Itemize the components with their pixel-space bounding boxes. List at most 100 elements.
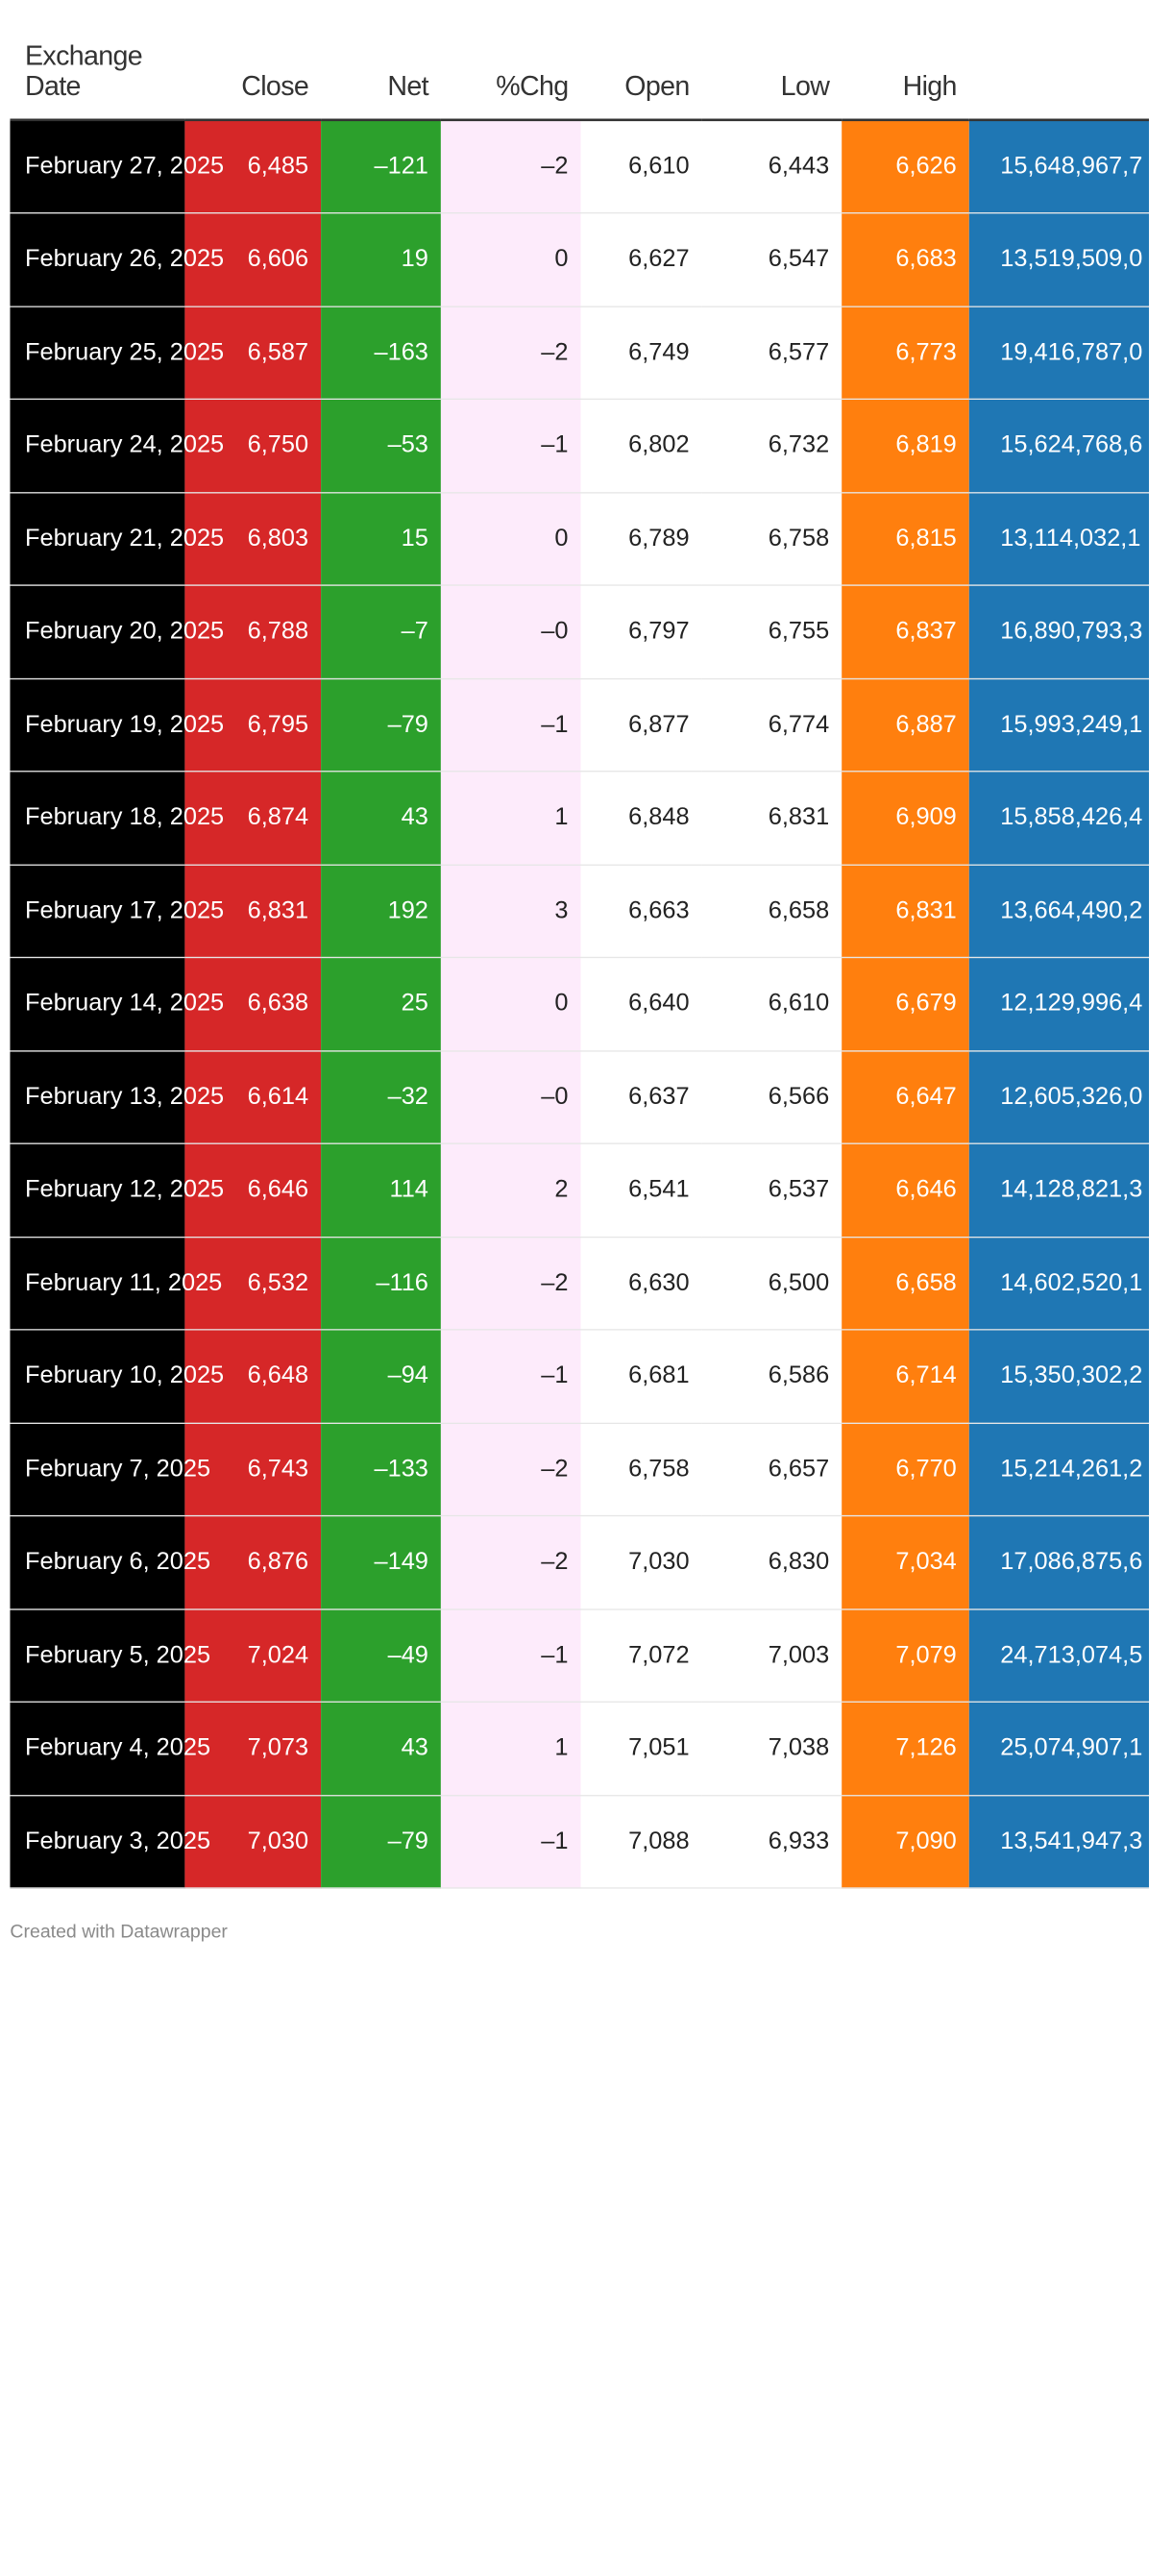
footer-credit: Created with Datawrapper (10, 1921, 228, 1943)
cell-high: 6,646 (842, 1143, 969, 1238)
cell-net: –133 (321, 1422, 441, 1517)
cell-pct-chg: 1 (440, 1702, 581, 1796)
table-row: February 19, 2025 6,795 –79 –1 6,877 6,774 6,8… (10, 677, 1149, 773)
cell-pct-chg: –2 (440, 1422, 581, 1517)
cell-close: 6,646 (184, 1143, 322, 1238)
cell-volume: 13,114,032,1 (968, 492, 1149, 586)
cell-high: 7,126 (842, 1702, 969, 1796)
cell-volume: 15,350,302,2 (968, 1329, 1149, 1424)
cell-high: 6,647 (842, 1050, 969, 1144)
cell-open: 7,030 (580, 1515, 702, 1610)
cell-open: 6,758 (580, 1422, 702, 1517)
cell-low: 6,537 (701, 1143, 842, 1238)
cell-open: 6,637 (580, 1050, 702, 1144)
cell-volume: 15,858,426,4 (968, 771, 1149, 866)
cell-net: –163 (321, 306, 441, 400)
cell-net: –121 (321, 119, 441, 214)
cell-open: 6,681 (580, 1329, 702, 1424)
cell-high: 6,714 (842, 1329, 969, 1424)
cell-pct-chg: –1 (440, 399, 581, 493)
cell-volume: 14,602,520,1 (968, 1237, 1149, 1331)
cell-open: 6,663 (580, 864, 702, 959)
cell-close: 6,532 (184, 1237, 322, 1331)
cell-date: February 26, 2025 (10, 212, 224, 307)
table-row: February 20, 2025 6,788 –7 –0 6,797 6,755 6,83… (10, 585, 1149, 679)
table-row: February 12, 2025 6,646 114 2 6,541 6,537 6,64… (10, 1143, 1149, 1238)
cell-low: 7,038 (701, 1702, 842, 1796)
cell-close: 6,795 (184, 677, 322, 773)
cell-low: 6,586 (701, 1329, 842, 1424)
table-container: Exchange DateCloseNet%ChgOpenLowHighVolu… (10, 0, 1149, 1891)
cell-open: 6,627 (580, 212, 702, 307)
cell-date: February 21, 2025 (10, 492, 224, 586)
cell-low: 6,732 (701, 399, 842, 493)
cell-low: 6,774 (701, 677, 842, 773)
cell-net: 15 (321, 492, 441, 586)
cell-pct-chg: –2 (440, 306, 581, 400)
cell-net: –116 (321, 1237, 441, 1331)
cell-date: February 27, 2025 (10, 119, 224, 214)
column-header-open: Open (580, 0, 702, 122)
cell-net: 43 (321, 1702, 441, 1796)
cell-net: –79 (321, 1795, 441, 1889)
table-row: February 3, 2025 7,030 –79 –1 7,088 6,933 7,09… (10, 1795, 1149, 1889)
cell-pct-chg: 0 (440, 492, 581, 586)
cell-close: 6,614 (184, 1050, 322, 1144)
table-row: February 17, 2025 6,831 192 3 6,663 6,658 6,83… (10, 864, 1149, 959)
cell-close: 6,587 (184, 306, 322, 400)
cell-close: 6,750 (184, 399, 322, 493)
cell-low: 6,758 (701, 492, 842, 586)
cell-high: 6,683 (842, 212, 969, 307)
cell-pct-chg: –1 (440, 1795, 581, 1889)
cell-low: 7,003 (701, 1608, 842, 1703)
table-row: February 25, 2025 6,587 –163 –2 6,749 6,577 6,… (10, 306, 1149, 400)
cell-volume: 15,993,249,1 (968, 677, 1149, 773)
cell-open: 6,802 (580, 399, 702, 493)
cell-close: 6,788 (184, 585, 322, 679)
cell-date: February 3, 2025 (10, 1795, 210, 1889)
cell-open: 6,749 (580, 306, 702, 400)
cell-high: 6,658 (842, 1237, 969, 1331)
cell-low: 6,610 (701, 957, 842, 1051)
cell-volume: 15,624,768,6 (968, 399, 1149, 493)
cell-close: 6,831 (184, 864, 322, 959)
cell-net: 25 (321, 957, 441, 1051)
cell-open: 6,789 (580, 492, 702, 586)
cell-close: 6,638 (184, 957, 322, 1051)
column-header-high: High (842, 0, 969, 122)
column-header-pct-chg: %Chg (440, 0, 581, 122)
cell-pct-chg: 2 (440, 1143, 581, 1238)
table-row: February 13, 2025 6,614 –32 –0 6,637 6,566 6,6… (10, 1050, 1149, 1144)
cell-open: 7,072 (580, 1608, 702, 1703)
cell-close: 6,876 (184, 1515, 322, 1610)
cell-open: 6,877 (580, 677, 702, 773)
table-row: February 21, 2025 6,803 15 0 6,789 6,758 6,815… (10, 492, 1149, 586)
cell-date: February 19, 2025 (10, 677, 224, 773)
table-row: February 27, 2025 6,485 –121 –2 6,610 6,443 6,… (10, 119, 1149, 214)
cell-open: 6,797 (580, 585, 702, 679)
cell-close: 7,024 (184, 1608, 322, 1703)
cell-date: February 7, 2025 (10, 1422, 210, 1517)
column-header-date: Exchange Date (10, 0, 185, 122)
cell-date: February 24, 2025 (10, 399, 224, 493)
cell-volume: 24,713,074,5 (968, 1608, 1149, 1703)
table-row: February 7, 2025 6,743 –133 –2 6,758 6,657 6,7… (10, 1422, 1149, 1517)
cell-net: –53 (321, 399, 441, 493)
cell-volume: 16,890,793,3 (968, 585, 1149, 679)
table-row: February 26, 2025 6,606 19 0 6,627 6,547 6,683… (10, 212, 1149, 307)
table-row: February 18, 2025 6,874 43 1 6,848 6,831 6,909… (10, 771, 1149, 866)
cell-open: 6,640 (580, 957, 702, 1051)
cell-pct-chg: 0 (440, 957, 581, 1051)
cell-low: 6,547 (701, 212, 842, 307)
cell-pct-chg: –2 (440, 119, 581, 214)
cell-date: February 5, 2025 (10, 1608, 210, 1703)
cell-pct-chg: –1 (440, 1608, 581, 1703)
cell-low: 6,577 (701, 306, 842, 400)
cell-open: 6,630 (580, 1237, 702, 1331)
cell-net: 43 (321, 771, 441, 866)
cell-high: 7,034 (842, 1515, 969, 1610)
cell-date: February 10, 2025 (10, 1329, 224, 1424)
table-row: February 4, 2025 7,073 43 1 7,051 7,038 7,126 2… (10, 1702, 1149, 1796)
